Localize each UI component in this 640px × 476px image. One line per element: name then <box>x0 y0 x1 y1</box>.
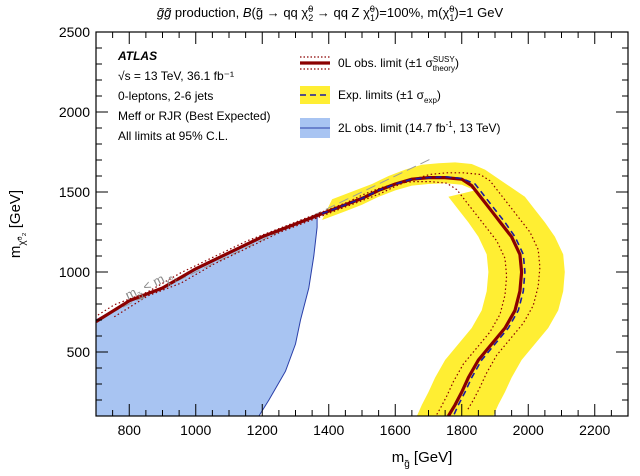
x-tick-label: 800 <box>118 422 142 438</box>
obs-limit-line <box>96 176 524 416</box>
legend-obs-label: 0L obs. limit (±1 σSUSY theory) <box>338 55 459 73</box>
x-tick-label: 1400 <box>313 422 344 438</box>
x-tick-label: 1800 <box>446 422 477 438</box>
y-tick-label: 1000 <box>59 264 90 280</box>
x-tick-label: 1600 <box>380 422 411 438</box>
x-axis-title: mg̃ [GeV] <box>392 449 453 470</box>
y-tick-label: 2500 <box>59 24 90 40</box>
x-tick-label: 2200 <box>579 422 610 438</box>
atlas-label: ATLAS <box>117 49 157 63</box>
twoL-region <box>96 213 318 416</box>
energy-label: √s = 13 TeV, 36.1 fb⁻¹ <box>118 69 234 83</box>
chart-title: g̃g̃ production, B(g̃ → qq χ̃0 2 → qq Z χ… <box>157 4 504 23</box>
plot-clip-group <box>96 157 565 416</box>
x-tick-label: 2000 <box>513 422 544 438</box>
legend-twoL-label: 2L obs. limit (14.7 fb-1, 13 TeV) <box>338 120 501 135</box>
y-axis-title: mχ̃⁰₂ [GeV] <box>7 190 28 258</box>
selection-label: 0-leptons, 2-6 jets <box>118 89 213 103</box>
y-tick-label: 1500 <box>59 184 90 200</box>
y-tick-label: 500 <box>67 344 91 360</box>
method-label: Meff or RJR (Best Expected) <box>118 109 271 123</box>
plot-area: 800 1000 1200 1400 1600 1800 2000 2200 500 1000 15… <box>7 24 629 470</box>
cl-label: All limits at 95% C.L. <box>118 129 228 143</box>
legend: 0L obs. limit (±1 σSUSY theory) Exp. limit… <box>300 55 501 138</box>
obs-plus-sigma <box>113 172 541 412</box>
x-tick-label: 1000 <box>180 422 211 438</box>
y-tick-label: 2000 <box>59 104 90 120</box>
x-tick-label: 1200 <box>247 422 278 438</box>
obs-minus-sigma <box>96 181 508 416</box>
legend-exp-label: Exp. limits (±1 σexp) <box>338 88 441 105</box>
exp-limit-line <box>321 175 526 416</box>
